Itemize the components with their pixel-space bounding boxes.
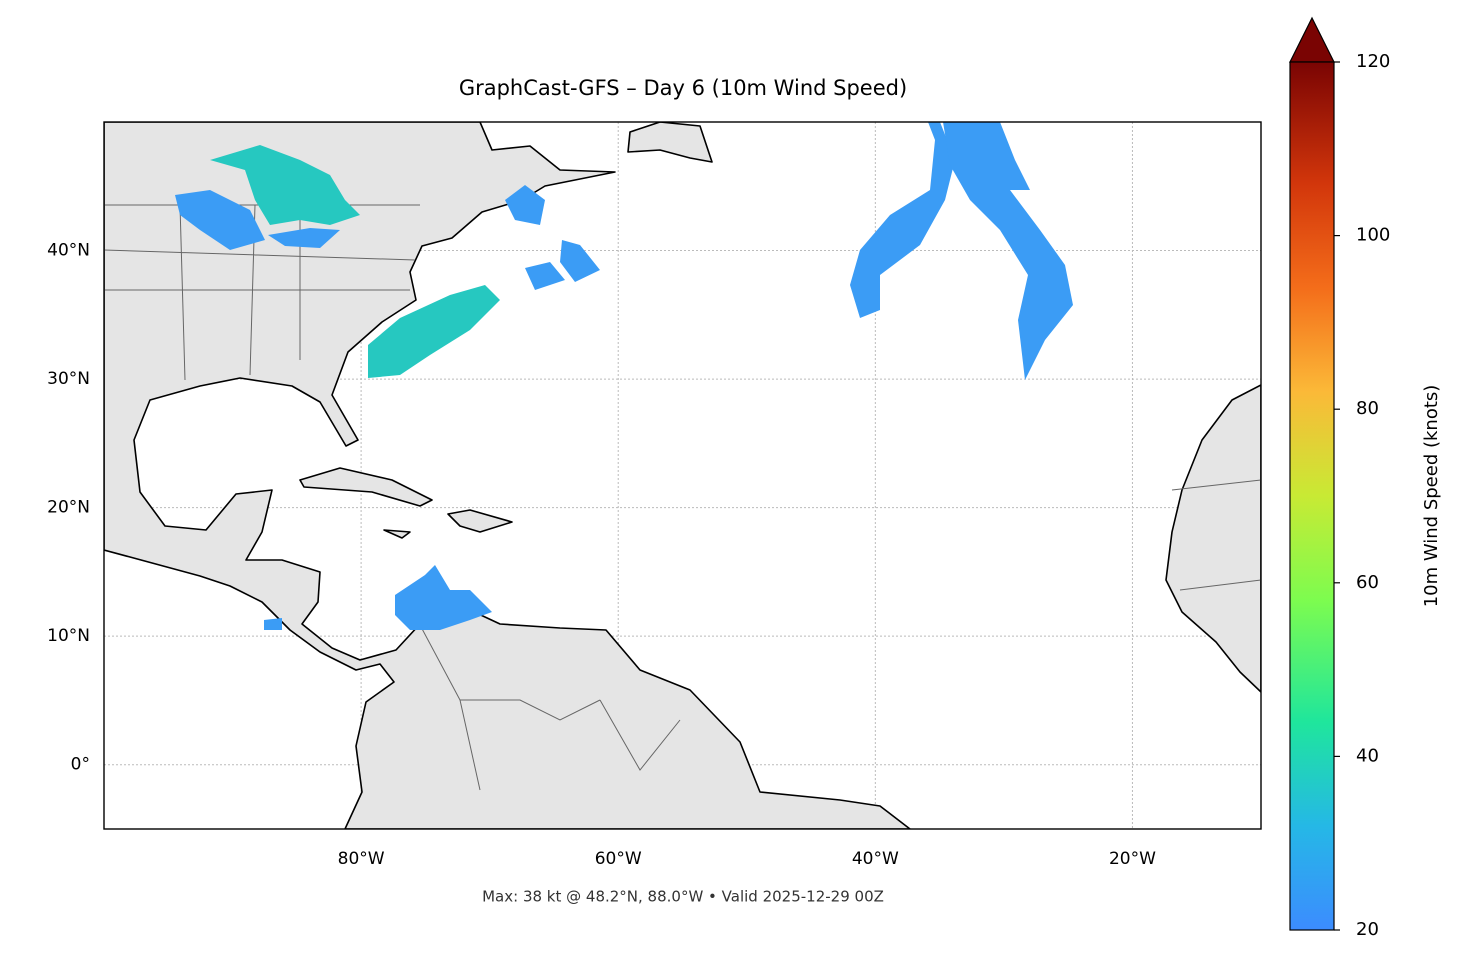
wind-area	[850, 122, 955, 318]
colorbar-tick-label: 80	[1356, 398, 1379, 419]
wind-area	[264, 618, 282, 630]
colorbar-label: 10m Wind Speed (knots)	[1421, 385, 1442, 608]
x-tick-label: 40°W	[852, 849, 899, 869]
americas	[104, 122, 911, 829]
wind-area	[943, 122, 1073, 380]
colorbar	[1289, 61, 1335, 931]
cuba	[299, 467, 433, 507]
y-tick-label: 40°N	[47, 241, 90, 261]
footer-note: Max: 38 kt @ 48.2°N, 88.0°W • Valid 2025…	[482, 888, 884, 906]
colorbar-tick-label: 100	[1356, 225, 1390, 246]
chart-title: GraphCast-GFS – Day 6 (10m Wind Speed)	[459, 76, 907, 100]
y-tick-label: 30°N	[47, 369, 90, 389]
colorbar-tick-label: 40	[1356, 745, 1379, 766]
x-tick-label: 60°W	[595, 849, 642, 869]
wind-area	[505, 185, 545, 225]
x-tick-label: 20°W	[1109, 849, 1156, 869]
hispaniola	[447, 509, 513, 533]
wind-area	[175, 190, 265, 250]
jamaica	[383, 529, 411, 539]
axis-ticks: 80°W 60°W 40°W 20°W 0° 10°N 20°N 30°N 40°N 20 40 60…	[47, 51, 1390, 940]
y-tick-label: 10°N	[47, 626, 90, 646]
wind-area	[525, 240, 600, 290]
africa	[1165, 384, 1261, 693]
colorbar-tick-label: 120	[1356, 51, 1390, 72]
map	[104, 122, 1261, 829]
y-tick-label: 0°	[71, 755, 90, 775]
colorbar-extend	[1289, 16, 1335, 63]
colorbar-tick-label: 60	[1356, 572, 1379, 593]
x-tick-label: 80°W	[338, 849, 385, 869]
y-tick-label: 20°N	[47, 498, 90, 518]
wind-area	[210, 145, 360, 225]
wind-area	[368, 285, 500, 378]
map-frame	[103, 121, 1262, 830]
colorbar-tick-label: 20	[1356, 919, 1379, 940]
wind-area	[268, 228, 340, 248]
wind-area	[395, 565, 492, 630]
